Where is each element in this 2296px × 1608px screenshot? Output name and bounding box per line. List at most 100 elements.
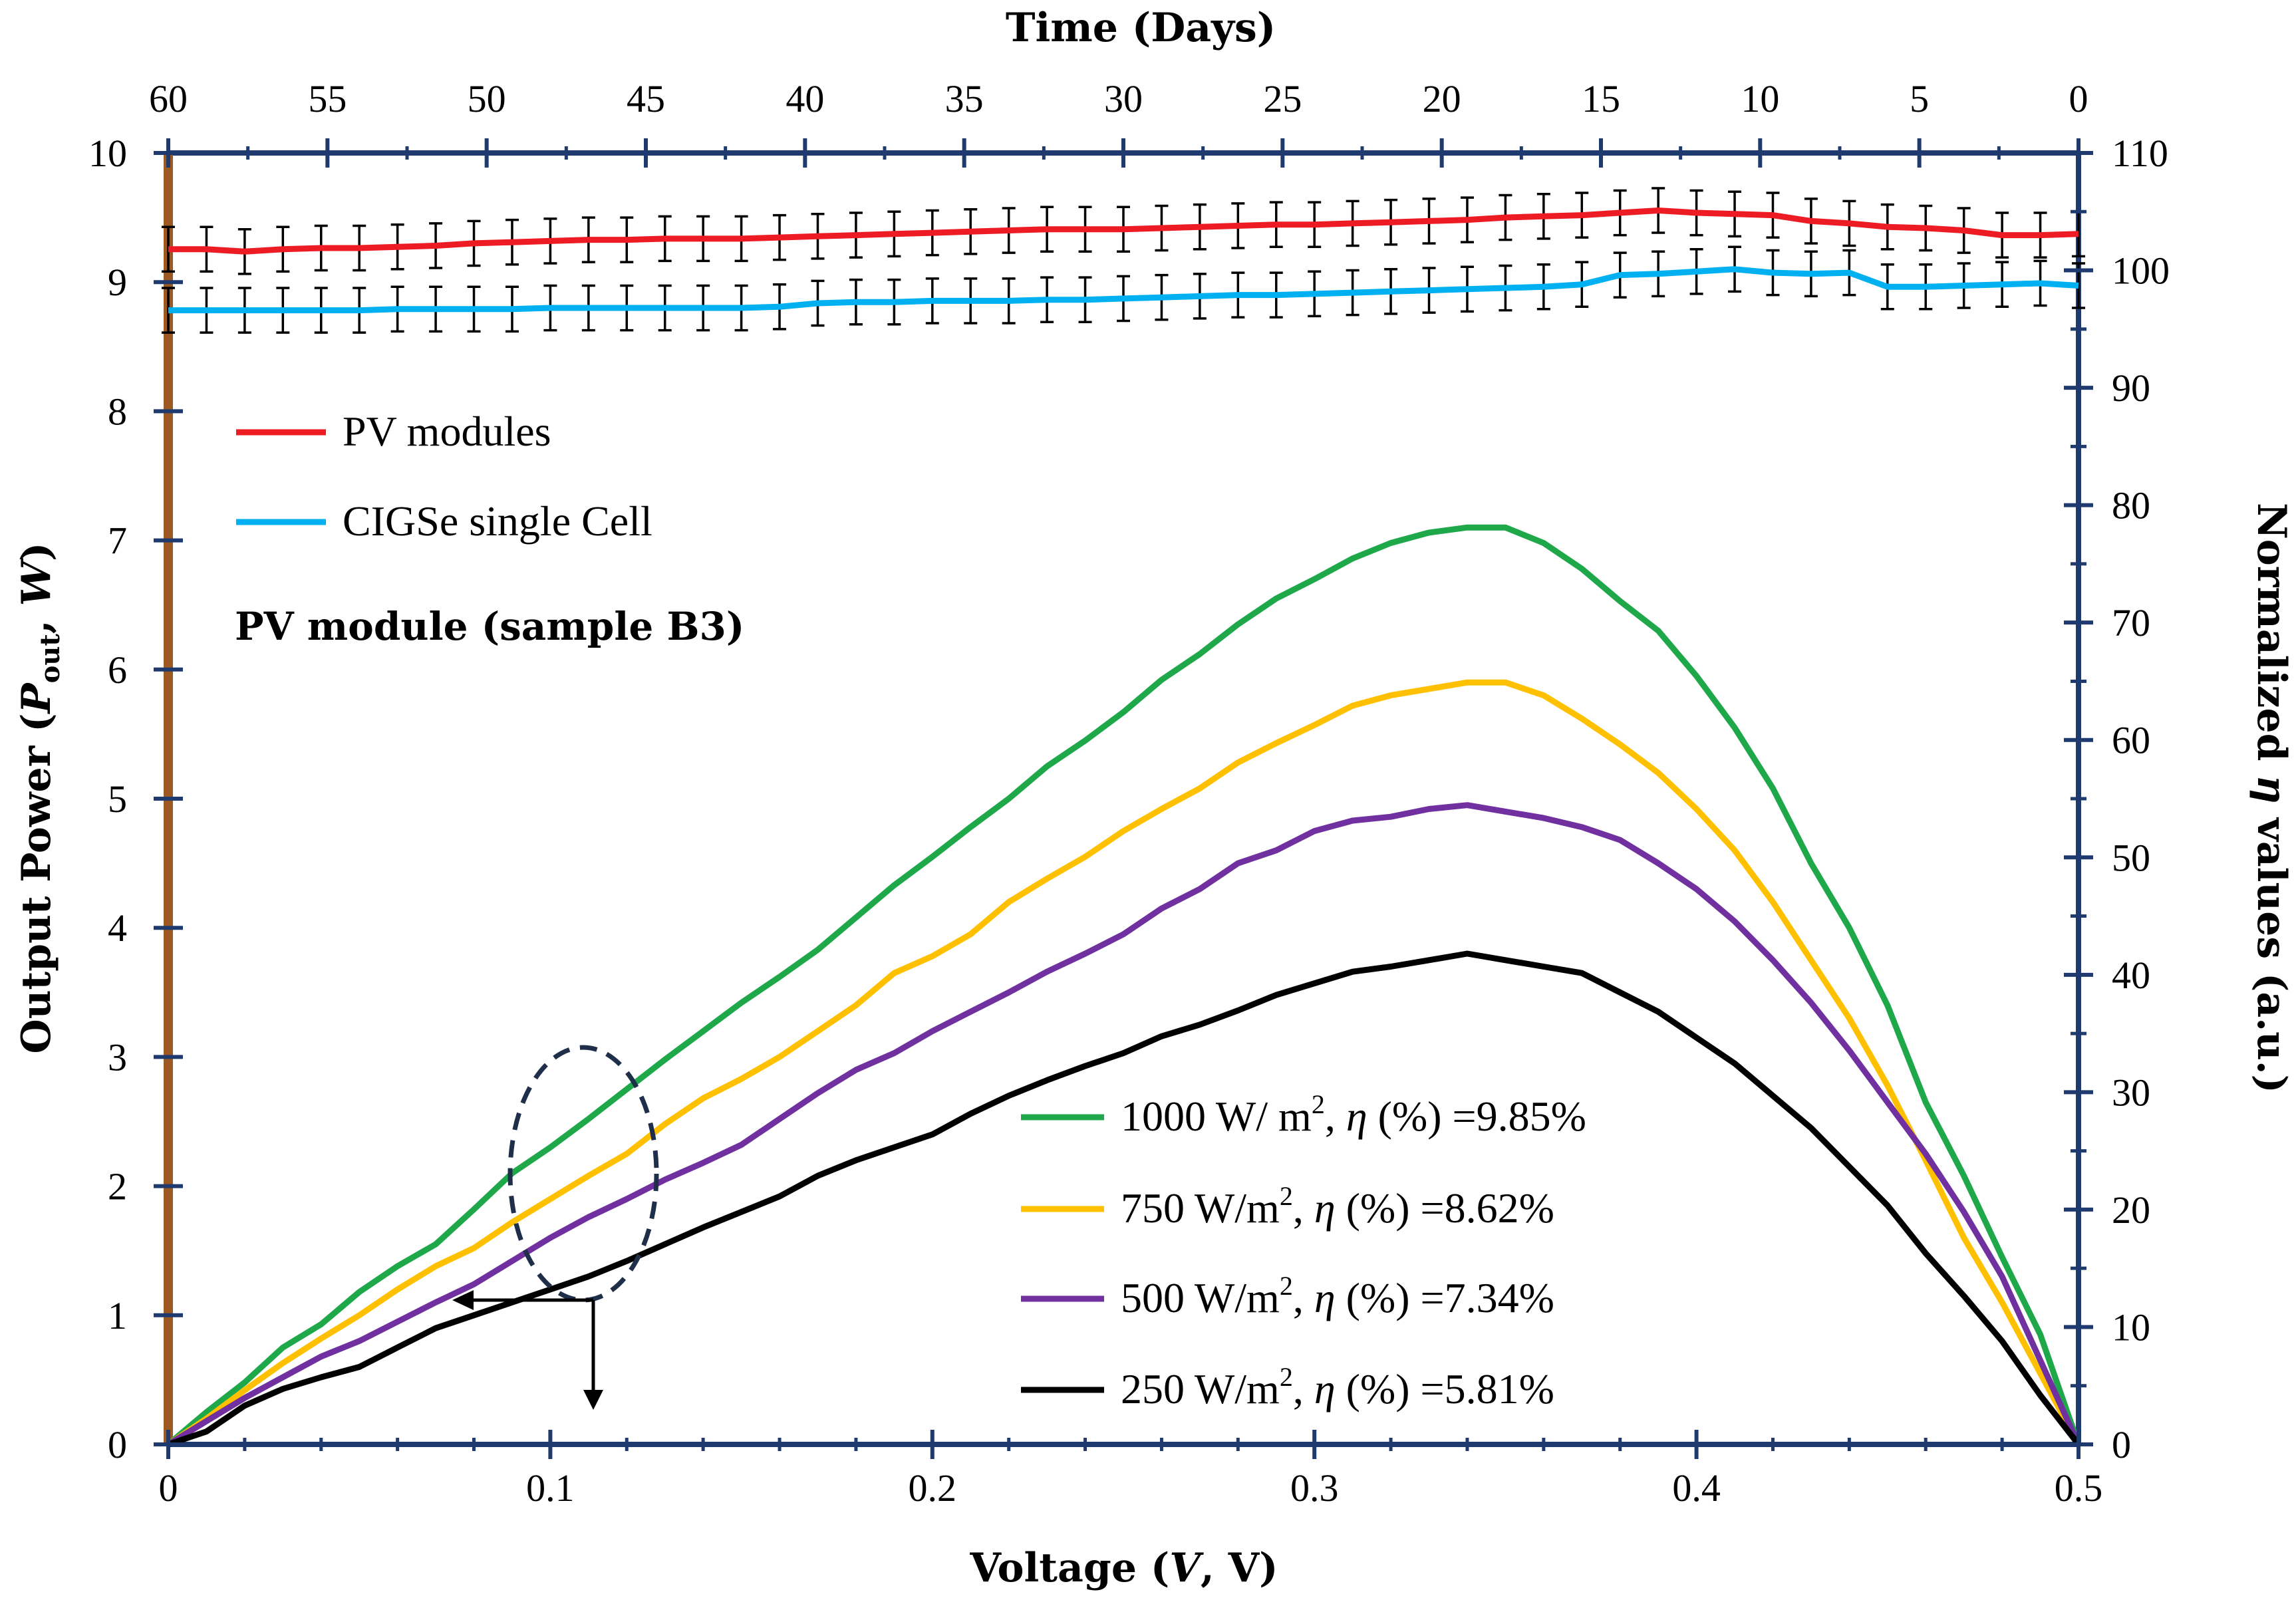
- left-tick-label: 6: [108, 648, 127, 692]
- right-axis-title: Normalized η values (a.u.): [2248, 503, 2295, 1093]
- right-axis-title-part: values (a.u.): [2248, 804, 2295, 1093]
- top-tick-label: 25: [1263, 77, 1302, 120]
- down-arrow-head: [583, 1390, 603, 1410]
- legend-label-part: η: [1346, 1093, 1367, 1140]
- left-tick-label: 9: [108, 261, 127, 304]
- legend-label-250: 250 W/m2, η (%) =5.81%: [1121, 1362, 1554, 1412]
- series-pv-modules: [162, 187, 2085, 275]
- bottom-axis-title-part: V: [1169, 1545, 1204, 1591]
- axis-pointer-arrows: [452, 1290, 603, 1410]
- bottom-tick-label: 0: [159, 1466, 178, 1510]
- legend-label-750: 750 W/m2, η (%) =8.62%: [1121, 1181, 1554, 1232]
- power-curve-g500: [166, 802, 2082, 1447]
- legend-label-cigse-cell: CIGSe single Cell: [343, 497, 652, 545]
- bottom-tick-label: 0.3: [1290, 1466, 1339, 1510]
- legend-label-part: ,: [1293, 1184, 1314, 1232]
- power-curve-g250: [167, 950, 2081, 1448]
- curve-group-ellipse: [507, 1045, 659, 1303]
- power-curve-g750: [166, 679, 2081, 1447]
- left-tick-label: 10: [88, 132, 127, 175]
- left-axis-title-part: P: [13, 682, 60, 714]
- top-tick-label: 60: [149, 77, 188, 120]
- top-tick-label: 55: [308, 77, 347, 120]
- right-tick-label: 0: [2112, 1423, 2131, 1466]
- bottom-tick-label: 0.2: [909, 1466, 957, 1510]
- top-axis-title: Time (Days): [1006, 5, 1276, 51]
- legend-label-pv-modules: PV modules: [343, 408, 551, 455]
- top-tick-label: 0: [2069, 77, 2088, 120]
- left-tick-label: 2: [108, 1165, 127, 1208]
- left-axis-title: Output Power (Pout, W): [13, 543, 66, 1054]
- legend-label-part: 500 W/m: [1121, 1274, 1280, 1321]
- bottom-tick-label: 0.5: [2055, 1466, 2103, 1510]
- left-tick-label: 8: [108, 390, 127, 433]
- bottom-axis-title-part: , V): [1201, 1545, 1278, 1591]
- legend-label-1000: 1000 W/ m2, η (%) =9.85%: [1121, 1089, 1586, 1140]
- legend-label-part: 2: [1280, 1271, 1293, 1301]
- top-tick-label: 15: [1582, 77, 1620, 120]
- legend-label-part: 1000 W/ m: [1121, 1093, 1312, 1140]
- left-tick-label: 1: [108, 1294, 127, 1337]
- right-tick-label: 40: [2112, 954, 2150, 997]
- bottom-axis-title: Voltage (V, V): [969, 1545, 1278, 1591]
- right-tick-label: 20: [2112, 1188, 2150, 1232]
- legend-label-part: ,: [1293, 1365, 1314, 1412]
- top-tick-label: 40: [786, 77, 824, 120]
- power-curve-g1000: [166, 524, 2082, 1447]
- top-tick-label: 50: [468, 77, 506, 120]
- top-tick-label: 10: [1741, 77, 1779, 120]
- legend-label-part: η: [1314, 1274, 1336, 1321]
- axis-ticks: 0 0.1 0.2 0.3 0.4 0.560 55 50 45 40 35 30 25 20 15 10 5 0…: [88, 77, 2170, 1510]
- left-axis-title-part: W: [13, 557, 60, 606]
- right-tick-label: 10: [2112, 1305, 2150, 1349]
- legend-label-part: 2: [1280, 1181, 1293, 1211]
- left-arrow-head: [452, 1290, 474, 1310]
- legend-label-part: 250 W/m: [1121, 1365, 1280, 1412]
- right-tick-label: 70: [2112, 601, 2150, 644]
- legend-label-part: (%) =7.34%: [1336, 1274, 1554, 1321]
- legend-label-part: (%) =9.85%: [1367, 1093, 1586, 1140]
- right-axis-title-part: η: [2248, 775, 2295, 804]
- right-tick-label: 100: [2112, 249, 2170, 293]
- time-series-layer: [162, 187, 2085, 334]
- left-tick-label: 7: [108, 519, 127, 563]
- power-legend: 1000 W/ m2, η (%) =9.85% 750 W/m2, η (%)…: [1021, 1089, 1586, 1412]
- line-cigse-single-cell: [168, 266, 2079, 314]
- left-axis-title-part: Output Power (: [13, 713, 60, 1053]
- top-tick-label: 35: [945, 77, 984, 120]
- top-tick-label: 5: [1910, 77, 1929, 120]
- bottom-axis-title-part: Voltage (: [969, 1545, 1169, 1591]
- legend-label-part: 2: [1280, 1362, 1293, 1392]
- legend-label-part: 2: [1312, 1089, 1325, 1119]
- legend-label-part: ,: [1293, 1274, 1314, 1321]
- bottom-tick-label: 0.4: [1672, 1466, 1721, 1510]
- left-axis-title-part: out: [35, 634, 66, 684]
- legend-label-part: ,: [1325, 1093, 1346, 1140]
- right-tick-label: 80: [2112, 484, 2150, 527]
- right-axis-title-part: Normalized: [2248, 503, 2295, 775]
- legend-label-500: 500 W/m2, η (%) =7.34%: [1121, 1271, 1554, 1321]
- legend-label-part: 750 W/m: [1121, 1184, 1280, 1232]
- legend-label-part: (%) =8.62%: [1336, 1184, 1554, 1232]
- top-tick-label: 20: [1423, 77, 1461, 120]
- time-legend: PV modules CIGSe single Cell: [236, 408, 652, 545]
- bottom-tick-label: 0.1: [526, 1466, 575, 1510]
- left-axis-title-part: ): [13, 543, 60, 561]
- right-tick-label: 50: [2112, 836, 2150, 879]
- legend-label-part: η: [1314, 1184, 1336, 1232]
- left-axis-title-part: ,: [13, 606, 60, 634]
- left-tick-label: 3: [108, 1035, 127, 1079]
- sample-annotation: PV module (sample B3): [235, 604, 744, 649]
- left-tick-label: 5: [108, 777, 127, 821]
- right-tick-label: 90: [2112, 366, 2150, 410]
- series-cigse-single-cell: [162, 245, 2085, 334]
- top-tick-label: 45: [627, 77, 665, 120]
- line-pv-modules: [168, 207, 2079, 255]
- right-tick-label: 110: [2112, 132, 2168, 175]
- right-tick-label: 60: [2112, 719, 2150, 762]
- legend-label-part: η: [1314, 1365, 1336, 1412]
- right-tick-label: 30: [2112, 1071, 2150, 1114]
- legend-label-part: (%) =5.81%: [1336, 1365, 1554, 1412]
